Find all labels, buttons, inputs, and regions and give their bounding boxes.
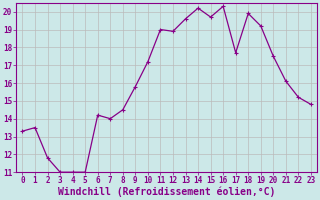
X-axis label: Windchill (Refroidissement éolien,°C): Windchill (Refroidissement éolien,°C)	[58, 187, 276, 197]
